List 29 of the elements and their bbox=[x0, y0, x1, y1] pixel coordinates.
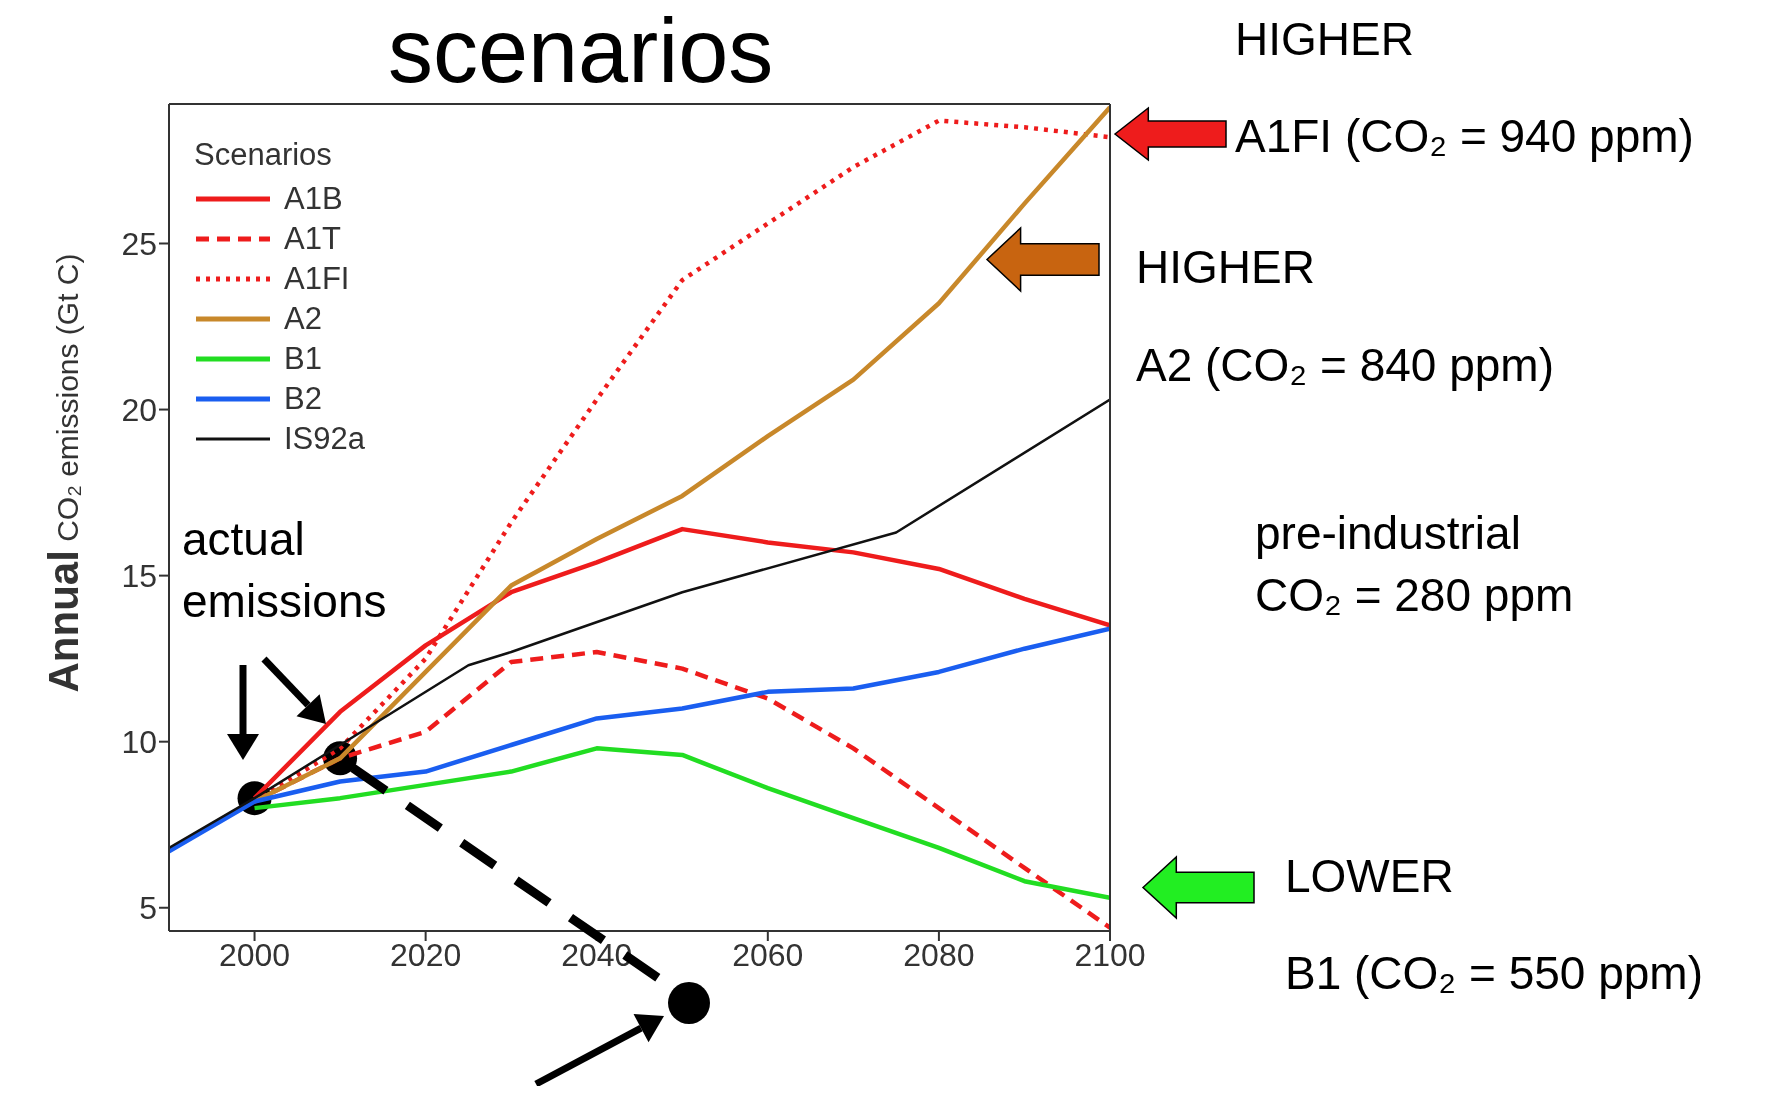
legend-title: Scenarios bbox=[194, 137, 333, 173]
x-tick-label: 2060 bbox=[732, 936, 804, 973]
text: LOWER bbox=[1285, 849, 1454, 905]
text: HIGHER bbox=[1136, 240, 1315, 296]
x-tick-label: 2040 bbox=[561, 936, 633, 973]
y-axis-title: Annual CO₂ emissions (Gt C) bbox=[39, 253, 87, 693]
annotation: actual emissions bbox=[182, 512, 387, 630]
text: A2 (CO₂ = 840 ppm) bbox=[1136, 338, 1554, 394]
y-tick-label: 25 bbox=[121, 225, 157, 262]
text: HIGHER bbox=[1235, 12, 1414, 68]
legend-label: B1 bbox=[284, 341, 322, 377]
text: pre-industrial CO₂ = 280 ppm bbox=[1255, 506, 1574, 624]
x-tick-label: 2020 bbox=[390, 936, 462, 973]
legend-label: A1B bbox=[284, 181, 343, 217]
text: A1FI (CO₂ = 940 ppm) bbox=[1235, 109, 1694, 165]
legend-label: A1FI bbox=[284, 261, 350, 297]
legend-label: B2 bbox=[284, 381, 322, 417]
text: B1 (CO₂ = 550 ppm) bbox=[1285, 946, 1703, 1002]
y-tick-label: 15 bbox=[121, 557, 157, 594]
x-tick-label: 2000 bbox=[218, 936, 291, 973]
x-tick-label: 2080 bbox=[903, 936, 975, 973]
chart-title: scenarios bbox=[388, 0, 774, 103]
legend-label: A1T bbox=[284, 221, 341, 257]
legend-label: A2 bbox=[284, 301, 322, 337]
legend-label: IS92a bbox=[284, 421, 366, 457]
x-tick-label: 2100 bbox=[1074, 936, 1146, 973]
y-tick-label: 10 bbox=[121, 724, 157, 761]
y-tick-label: 20 bbox=[121, 391, 157, 428]
y-tick-label: 5 bbox=[139, 890, 157, 927]
